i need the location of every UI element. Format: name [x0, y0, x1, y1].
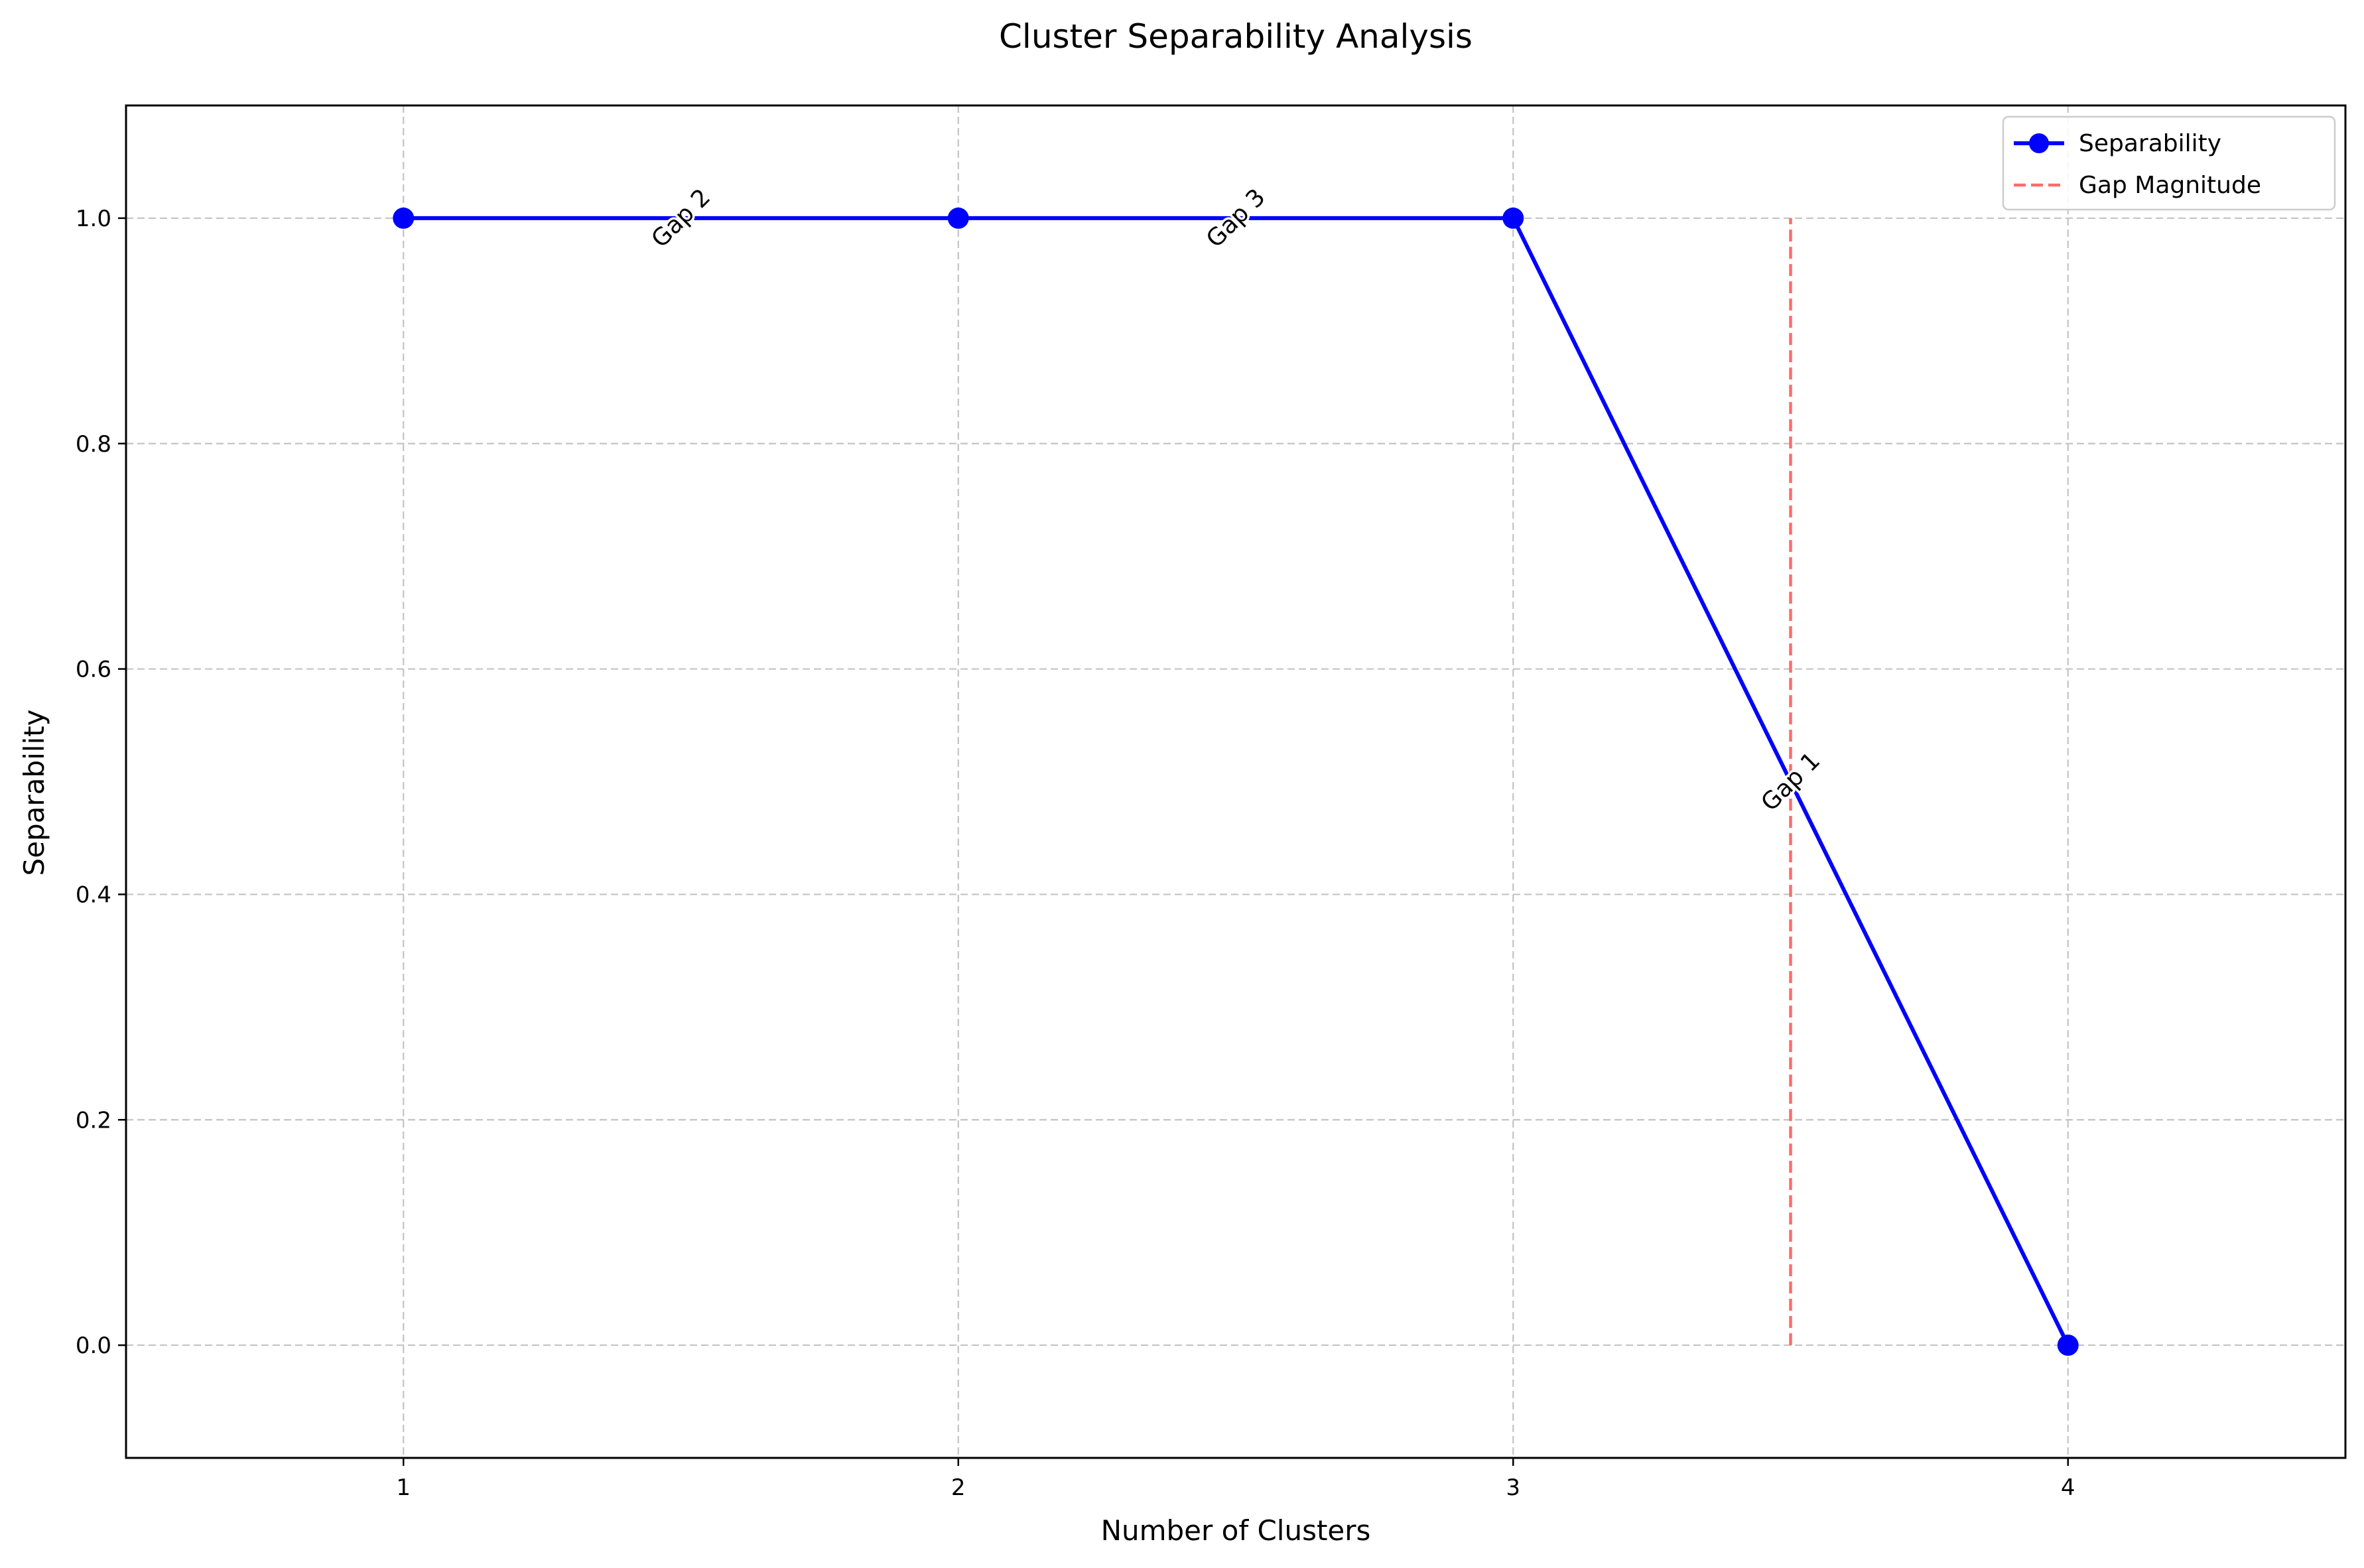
- legend-label-separability: Separability: [2079, 130, 2221, 157]
- y-tick-label: 0.0: [76, 1333, 111, 1359]
- x-tick-label: 3: [1506, 1474, 1520, 1501]
- y-tick-label: 1.0: [76, 206, 111, 232]
- y-tick-label: 0.8: [76, 431, 111, 458]
- data-point: [1502, 207, 1524, 229]
- legend-label-gap-magnitude: Gap Magnitude: [2079, 172, 2261, 199]
- ticks: 1 2 3 4 0.0 0.2 0.4 0.6 0.8 1.0: [76, 206, 2075, 1501]
- x-tick-label: 1: [396, 1474, 411, 1501]
- chart-title: Cluster Separability Analysis: [999, 17, 1473, 56]
- data-point: [393, 207, 415, 229]
- series-layer: [393, 207, 2079, 1356]
- data-point: [2057, 1335, 2079, 1356]
- y-tick-label: 0.4: [76, 882, 111, 908]
- plot-frame: [125, 104, 2347, 1459]
- x-axis-label: Number of Clusters: [1101, 1514, 1371, 1547]
- x-tick-label: 2: [951, 1474, 966, 1501]
- y-tick-label: 0.2: [76, 1107, 111, 1134]
- legend-marker-swatch: [2029, 133, 2049, 153]
- legend: Separability Gap Magnitude: [2002, 115, 2336, 211]
- y-tick-label: 0.6: [76, 657, 111, 683]
- y-axis-label: Separability: [18, 710, 50, 876]
- legend-box: [2002, 115, 2336, 211]
- data-point: [947, 207, 969, 229]
- x-tick-label: 4: [2061, 1474, 2075, 1501]
- series-line: [403, 216, 2070, 1346]
